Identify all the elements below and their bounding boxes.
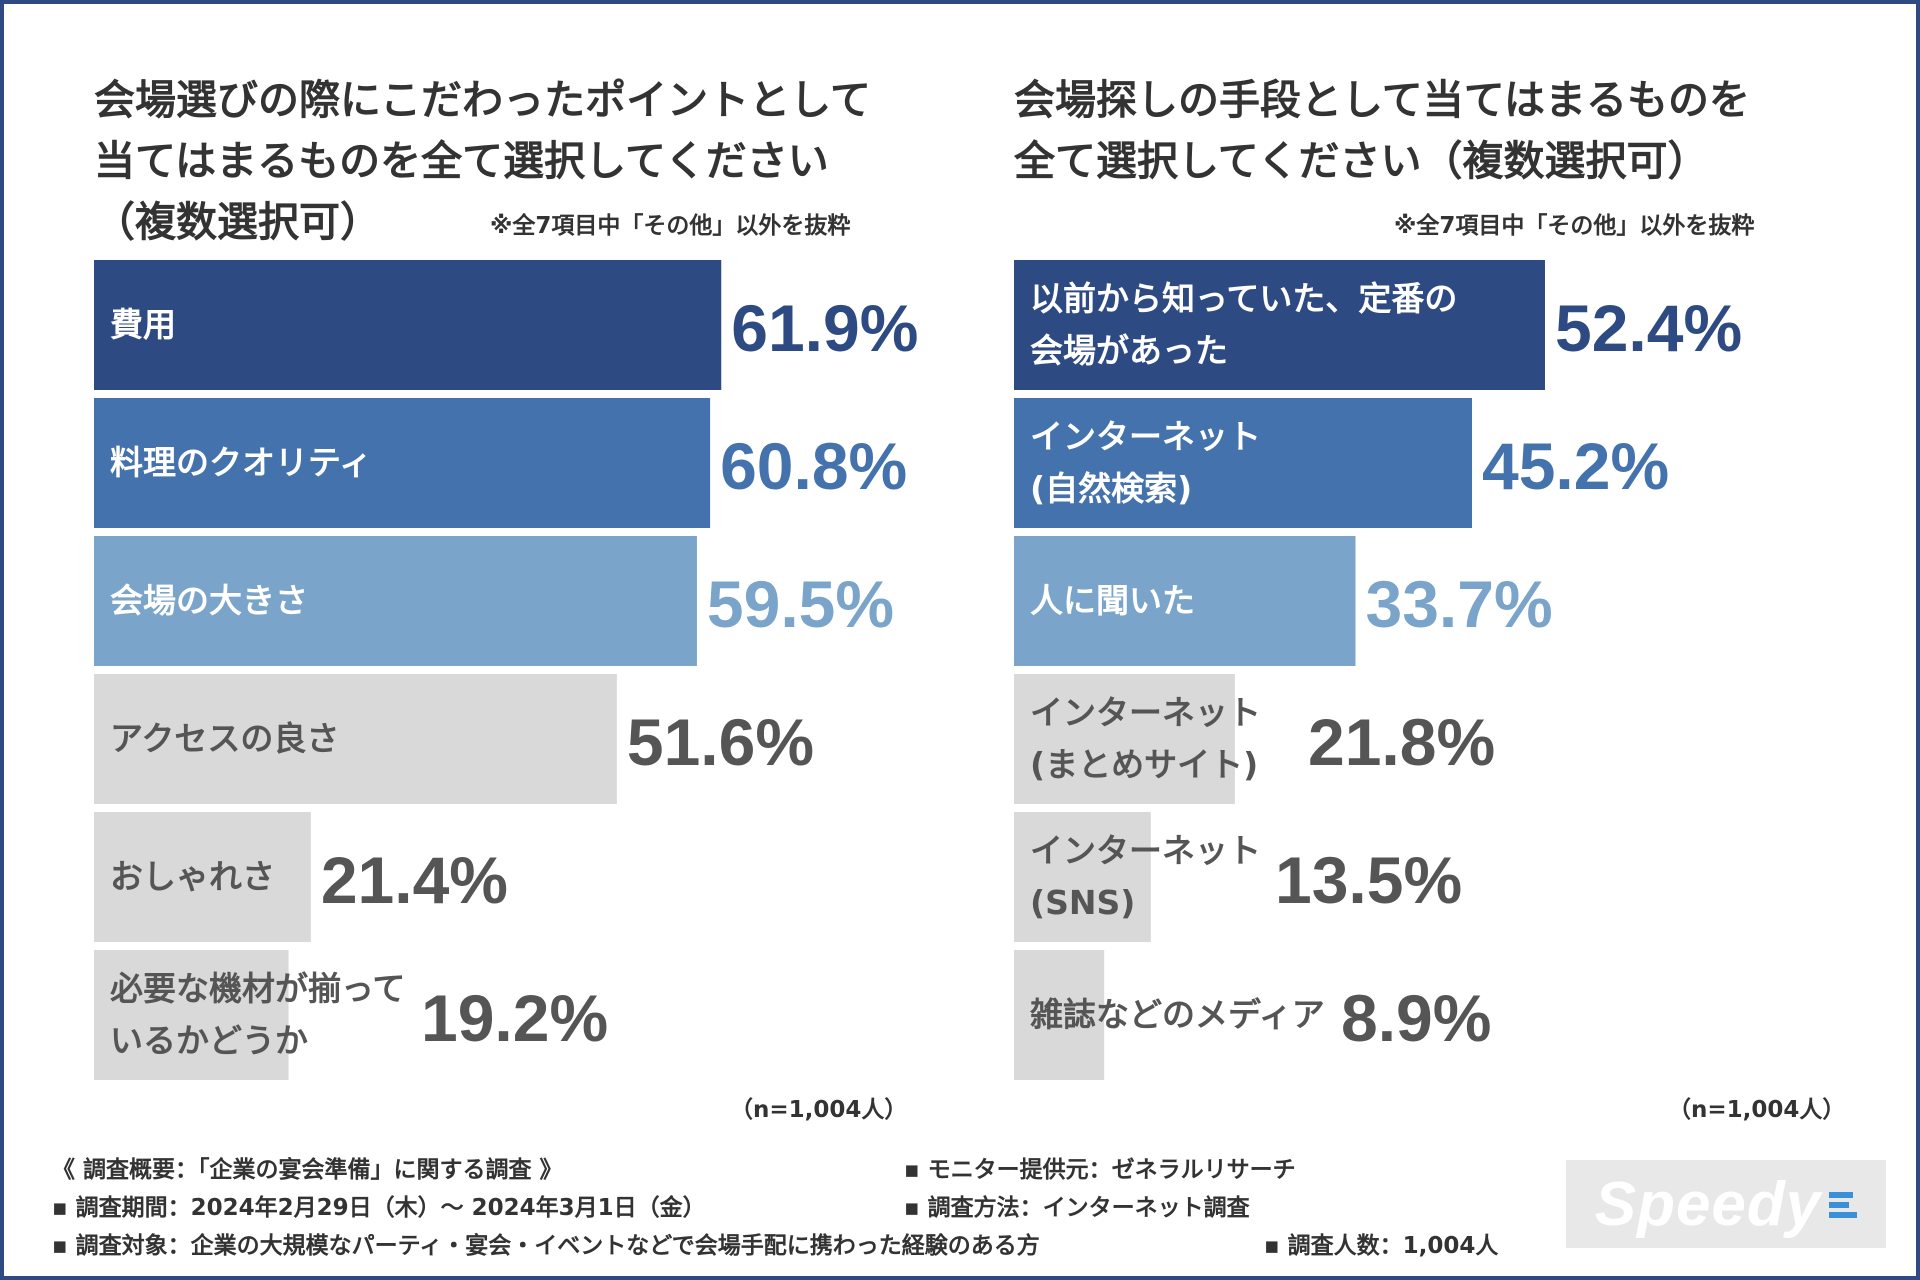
- left-value-label-4: 51.6%: [627, 705, 814, 779]
- left-category-label-6-2: いるかどうか: [110, 1021, 308, 1060]
- right-category-label-5-1: インターネット: [1030, 831, 1261, 870]
- right-bar-5: [1014, 812, 1151, 942]
- left-value-label-5: 21.4%: [321, 843, 508, 917]
- left-bar-chart: 費用 61.9% 料理のクオリティ 60.8% 会場の大きさ 59.5% アクセスの良さ 51…: [94, 260, 918, 1080]
- right-bar-4: [1014, 674, 1235, 804]
- survey-overview: 《 調査概要：「企業の宴会準備」に関する調査 》: [52, 1157, 563, 1183]
- right-category-label-3: 人に聞いた: [1030, 581, 1195, 620]
- left-value-label-6: 19.2%: [421, 981, 608, 1055]
- left-category-label-2: 料理のクオリティ: [110, 443, 372, 482]
- right-value-label-2: 45.2%: [1482, 429, 1669, 503]
- right-category-label-6: 雑誌などのメディア: [1029, 995, 1325, 1034]
- right-bar-3: [1014, 536, 1356, 666]
- survey-method: ▪ 調査方法：インターネット調査: [904, 1195, 1250, 1221]
- left-note: ※全7項目中「その他」以外を抜粋: [490, 213, 851, 239]
- survey-provider: ▪ モニター提供元：ゼネラルリサーチ: [904, 1157, 1296, 1183]
- logo-wordmark: Speedy: [1594, 1169, 1822, 1239]
- left-category-label-4: アクセスの良さ: [110, 719, 339, 758]
- left-bar-6: [94, 950, 289, 1080]
- right-category-label-5-2: (SNS): [1030, 883, 1135, 922]
- right-title-line-1: 会場探しの手段として当てはまるものを: [1014, 76, 1750, 124]
- right-chart-title: 会場探しの手段として当てはまるものを 全て選択してください（複数選択可）: [1014, 70, 1844, 192]
- right-category-label-4-2: (まとめサイト): [1030, 745, 1258, 784]
- right-value-label-5: 13.5%: [1275, 843, 1462, 917]
- right-category-label-4-1: インターネット: [1030, 693, 1261, 732]
- left-chart-title: 会場選びの際にこだわったポイントとして 当てはまるものを全て選択してください （…: [94, 70, 924, 253]
- right-bar-1: [1014, 260, 1545, 390]
- right-value-label-3: 33.7%: [1365, 567, 1552, 641]
- left-category-label-3: 会場の大きさ: [110, 581, 308, 620]
- left-value-label-1: 61.9%: [731, 291, 918, 365]
- right-bar-6: [1014, 950, 1105, 1080]
- right-note: ※全7項目中「その他」以外を抜粋: [1394, 213, 1755, 239]
- left-category-label-5: おしゃれさ: [110, 857, 275, 896]
- right-bar-2: [1014, 398, 1473, 528]
- left-bar-1: [94, 260, 722, 390]
- left-panel: 会場選びの際にこだわったポイントとして 当てはまるものを全て選択してください （…: [94, 60, 964, 1123]
- survey-period: ▪ 調査期間：2024年2月29日（木）～ 2024年3月1日（金）: [52, 1195, 706, 1221]
- left-category-label-1: 費用: [110, 305, 176, 344]
- logo-mark-icon: [1829, 1188, 1858, 1220]
- left-title-line-1: 会場選びの際にこだわったポイントとして: [94, 76, 871, 124]
- left-value-label-2: 60.8%: [720, 429, 907, 503]
- left-value-label-3: 59.5%: [707, 567, 894, 641]
- left-title-line-3: （複数選択可）: [94, 198, 381, 246]
- right-category-label-1-1: 以前から知っていた、定番の: [1030, 279, 1457, 318]
- left-sample-size: （n=1,004人）: [730, 1097, 908, 1123]
- left-bar-2: [94, 398, 711, 528]
- speedy-logo: Speedy: [1566, 1160, 1886, 1248]
- right-category-label-2-2: (自然検索): [1030, 469, 1192, 508]
- right-value-label-1: 52.4%: [1555, 291, 1742, 365]
- left-bar-3: [94, 536, 697, 666]
- right-value-label-4: 21.8%: [1308, 705, 1495, 779]
- right-panel: 会場探しの手段として当てはまるものを 全て選択してください（複数選択可） ※全7…: [1014, 60, 1884, 1123]
- left-bar-5: [94, 812, 311, 942]
- survey-target: ▪ 調査対象：企業の大規模なパーティ・宴会・イベントなどで会場手配に携わった経験…: [52, 1233, 1040, 1259]
- left-category-label-6-1: 必要な機材が揃って: [110, 969, 405, 1008]
- right-sample-size: （n=1,004人）: [1668, 1097, 1846, 1123]
- survey-count: ▪ 調査人数：1,004人: [1264, 1233, 1499, 1259]
- right-category-label-1-2: 会場があった: [1030, 331, 1228, 370]
- right-category-label-2-1: インターネット: [1030, 417, 1261, 456]
- right-title-line-2: 全て選択してください（複数選択可）: [1014, 137, 1709, 185]
- right-value-label-6: 8.9%: [1341, 981, 1491, 1055]
- left-bar-4: [94, 674, 617, 804]
- left-title-line-2: 当てはまるものを全て選択してください: [94, 137, 829, 185]
